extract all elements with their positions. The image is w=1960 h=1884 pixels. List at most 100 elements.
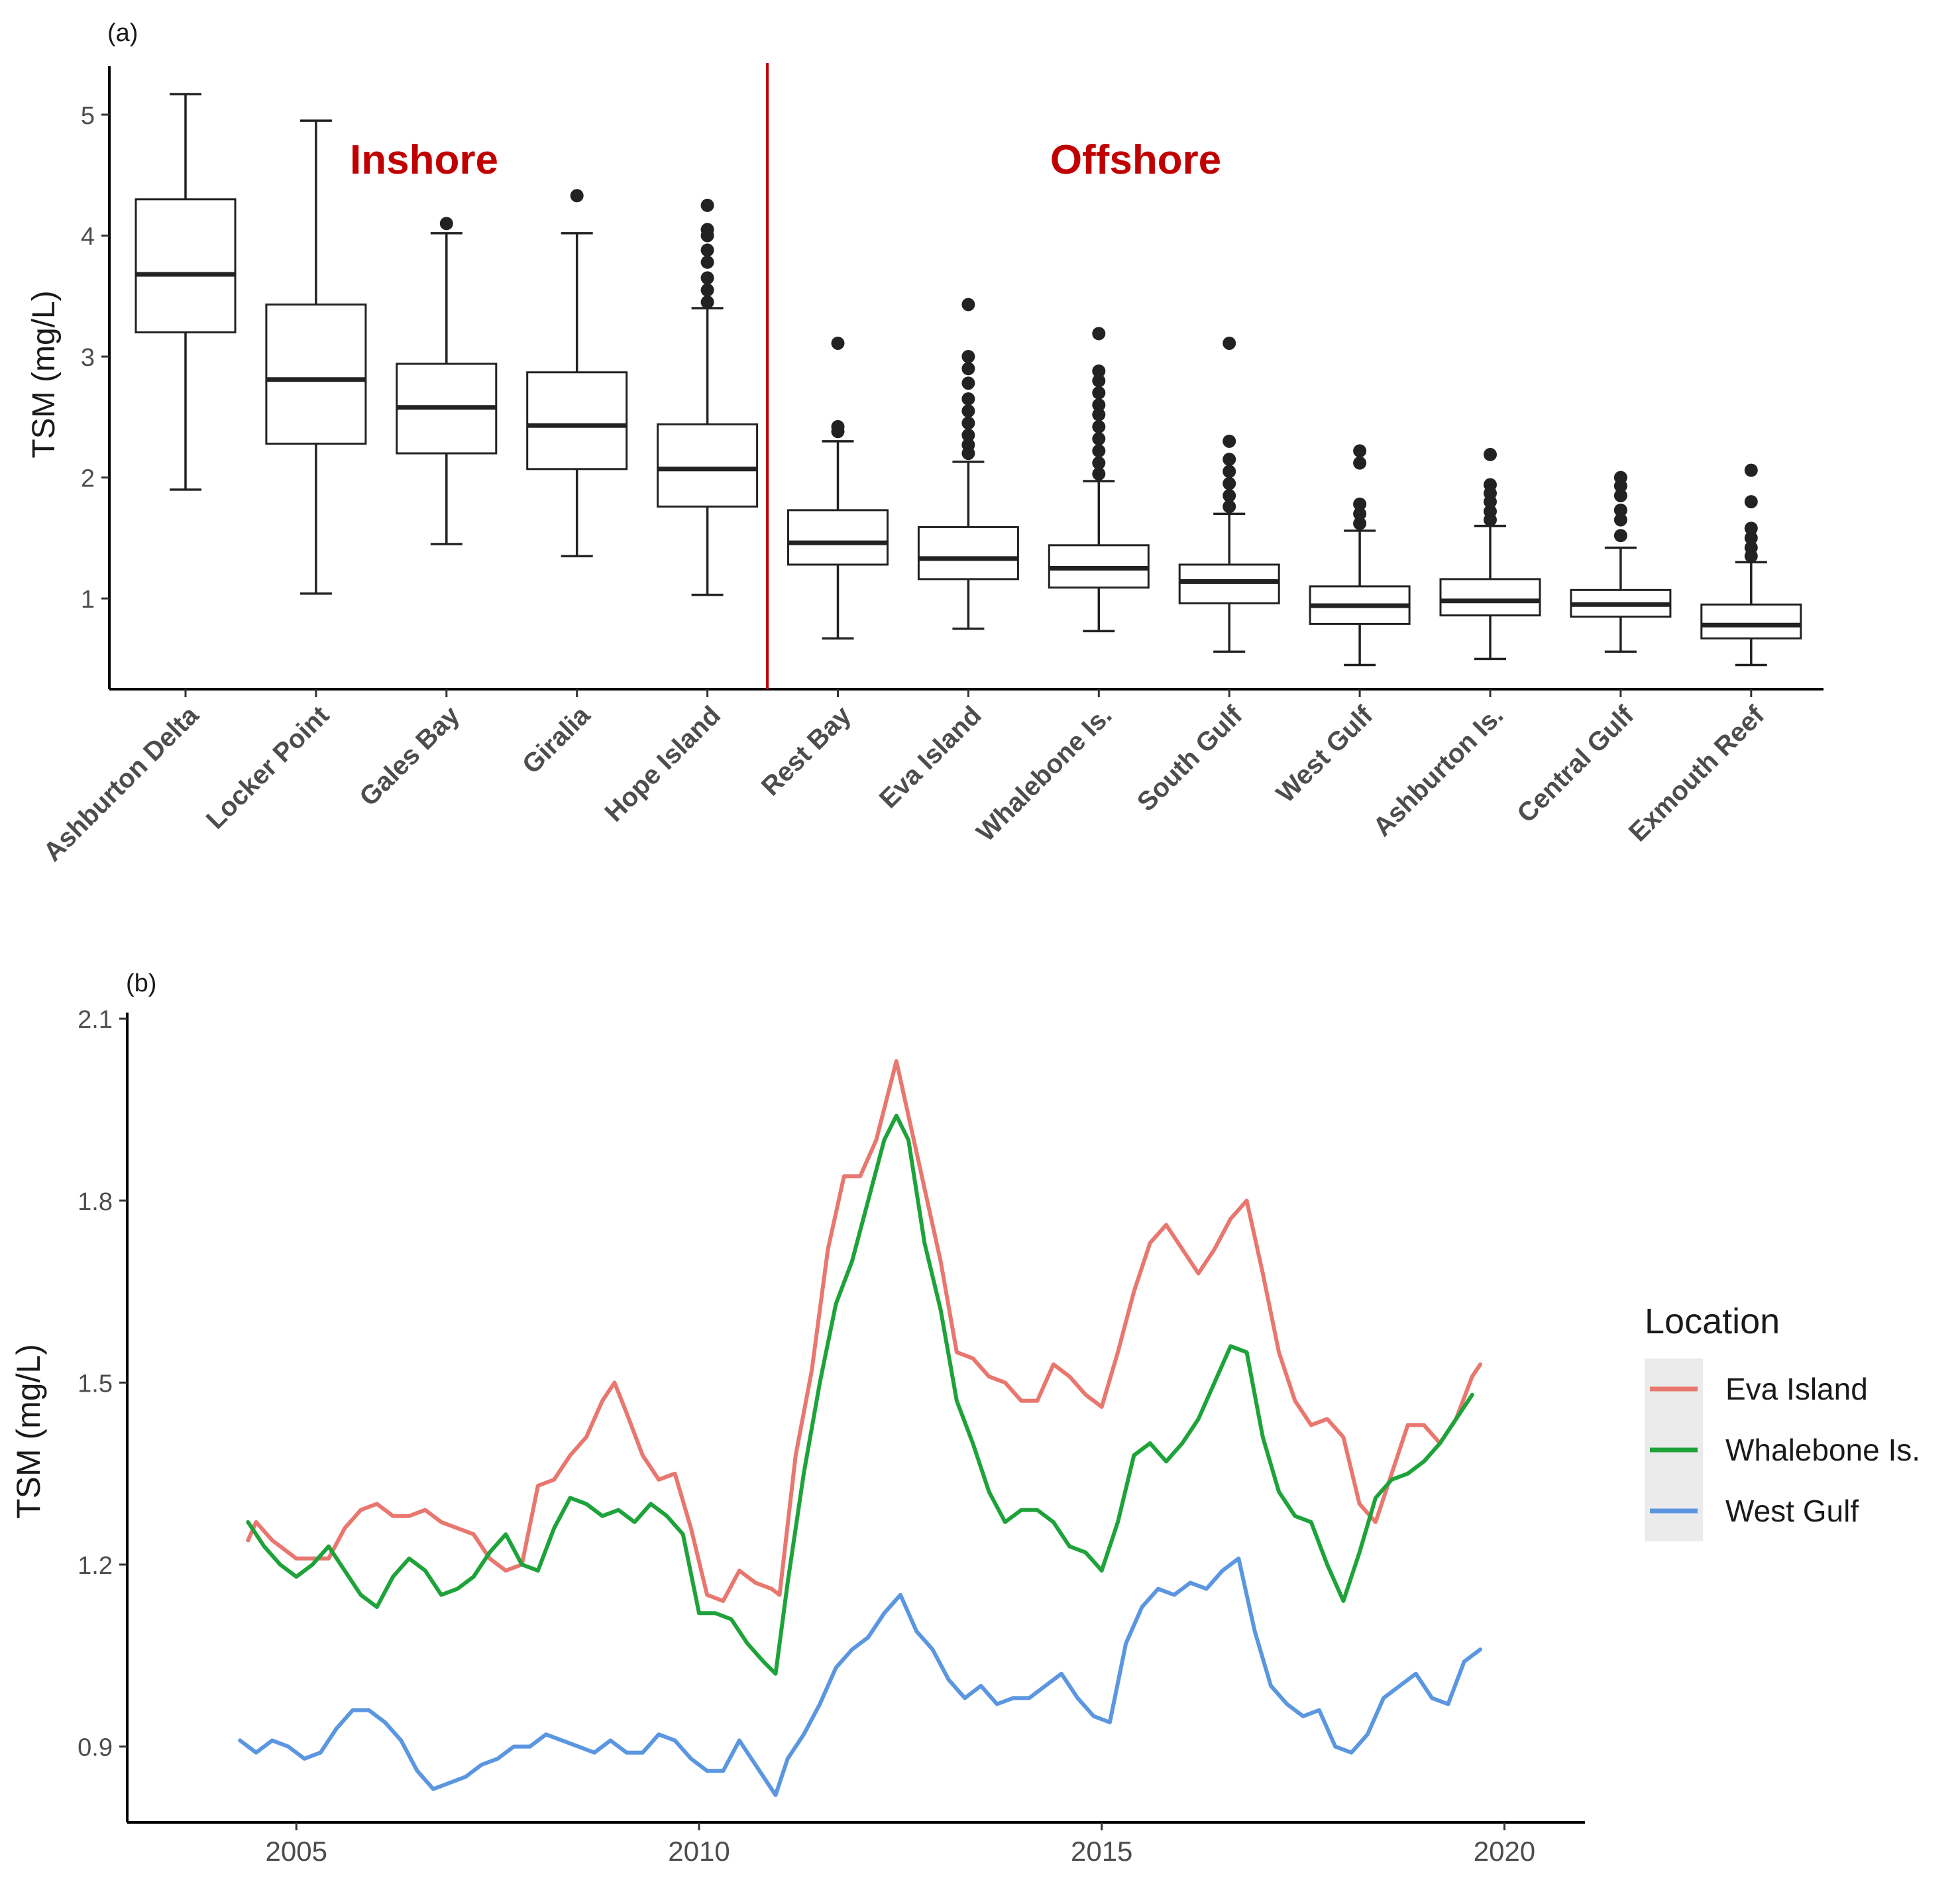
iqr-box [917, 526, 1019, 581]
panel-a-y-tick-label: 3 [81, 344, 95, 372]
panel-a-x-tick-label: Whalebone Is. [971, 700, 1117, 847]
outlier-point [1223, 465, 1236, 478]
panel-a-y-tick-label: 4 [81, 223, 95, 251]
panel-b-x-tick-label: 2010 [668, 1836, 730, 1867]
legend-item-west-gulf: West Gulf [1650, 1494, 1859, 1528]
outlier-point [961, 376, 975, 390]
iqr-box [1700, 603, 1802, 639]
series-line-west-gulf [238, 1556, 1482, 1797]
panel-a-x-tick-label: Eva Island [874, 700, 987, 814]
outlier-point [961, 392, 975, 406]
panel-a-x-tick-label: Rest Bay [756, 700, 857, 802]
panel-a-x-tick-label: Exmouth Reef [1623, 700, 1770, 848]
outlier-point [1613, 488, 1627, 502]
panel-a-label: (a) [107, 19, 138, 47]
outlier-point [1092, 419, 1106, 433]
outlier-point [700, 255, 714, 269]
box-ashburton-is: Ashburton Is. [1368, 447, 1541, 842]
outlier-point [1484, 447, 1497, 461]
outlier-point [1092, 444, 1106, 458]
outlier-point [1223, 434, 1236, 448]
outlier-point [1613, 503, 1627, 517]
outlier-point [700, 283, 714, 297]
outlier-point [1092, 432, 1106, 446]
outlier-point [1092, 364, 1106, 378]
outlier-point [439, 217, 453, 231]
outlier-point [700, 223, 714, 237]
panel-b-x-tick-label: 2015 [1071, 1836, 1132, 1867]
outlier-point [1223, 500, 1236, 514]
iqr-box [135, 198, 237, 334]
offshore-label: Offshore [1050, 137, 1221, 183]
outlier-point [700, 243, 714, 257]
iqr-box [265, 304, 367, 445]
panel-b-timeseries: (b) TSM (mg/L) 0.9 1.2 1.5 1.8 2.1 2005 2010 20… [10, 970, 1920, 1867]
panel-b-label: (b) [126, 970, 156, 997]
outlier-point [1613, 513, 1627, 527]
box-exmouth-reef: Exmouth Reef [1623, 463, 1802, 848]
panel-b-x-tick-label: 2020 [1474, 1836, 1535, 1867]
outlier-point [1092, 374, 1106, 388]
outlier-point [1613, 529, 1627, 543]
panel-a-x-tick-label: Ashburton Is. [1368, 700, 1509, 842]
series-line-eva-island [246, 1059, 1482, 1603]
panel-b-y-tick-label: 1.5 [78, 1370, 113, 1398]
outlier-point [1484, 504, 1497, 518]
outlier-point [700, 198, 714, 212]
iqr-box [1439, 578, 1541, 617]
panel-a-x-tick-label: Giralia [517, 700, 596, 780]
outlier-point [961, 428, 975, 442]
iqr-box [1178, 563, 1280, 604]
panel-a-x-tick-label: Gales Bay [354, 700, 465, 812]
outlier-point [1223, 488, 1236, 502]
legend-label: West Gulf [1725, 1494, 1859, 1528]
outlier-point [1092, 467, 1106, 481]
panel-b-y-tick-label: 1.2 [78, 1552, 113, 1580]
outlier-point [831, 419, 845, 433]
outlier-point [700, 271, 714, 285]
outlier-point [1353, 456, 1367, 470]
panel-a-x-tick-label: West Gulf [1271, 700, 1379, 808]
legend: Location Eva Island Whalebone Is. West Gul… [1645, 1302, 1920, 1541]
panel-b-y-axis-label: TSM (mg/L) [10, 1344, 47, 1519]
panel-b-y-tick-label: 2.1 [78, 1006, 113, 1034]
outlier-point [700, 295, 714, 309]
outlier-point [1484, 478, 1497, 492]
legend-item-eva-island: Eva Island [1650, 1372, 1868, 1406]
iqr-box [657, 423, 759, 508]
outlier-point [1092, 408, 1106, 421]
panel-a-x-tick-label: South Gulf [1132, 700, 1248, 817]
outlier-point [1223, 476, 1236, 490]
box-whalebone-is: Whalebone Is. [971, 327, 1150, 848]
outlier-point [831, 336, 845, 350]
iqr-box [787, 509, 889, 566]
panel-a-x-tick-label: Hope Island [600, 700, 726, 827]
box-rest-bay: Rest Bay [756, 336, 889, 802]
box-eva-island: Eva Island [874, 298, 1019, 814]
panel-a-y-tick-label: 5 [81, 102, 95, 130]
panel-a-x-tick-label: Locker Point [201, 700, 335, 834]
outlier-point [1353, 497, 1367, 511]
outlier-point [961, 416, 975, 430]
box-gales-bay: Gales Bay [354, 217, 498, 812]
outlier-point [1092, 386, 1106, 400]
outlier-point [961, 350, 975, 364]
outlier-point [961, 362, 975, 376]
outlier-point [1744, 531, 1758, 545]
panel-a-y-axis-label: TSM (mg/L) [27, 290, 62, 458]
box-south-gulf: South Gulf [1132, 336, 1280, 817]
outlier-point [1092, 398, 1106, 412]
outlier-point [1353, 516, 1367, 530]
outlier-point [1353, 507, 1367, 521]
outlier-point [1744, 522, 1758, 535]
outlier-point [1744, 541, 1758, 555]
panel-b-y-tick-label: 0.9 [78, 1734, 113, 1762]
box-west-gulf: West Gulf [1271, 444, 1411, 808]
outlier-point [961, 298, 975, 311]
box-giralia: Giralia [517, 189, 628, 780]
legend-label: Eva Island [1725, 1372, 1868, 1406]
outlier-point [1353, 444, 1367, 458]
box-ashburton-delta: Ashburton Delta [38, 93, 237, 867]
